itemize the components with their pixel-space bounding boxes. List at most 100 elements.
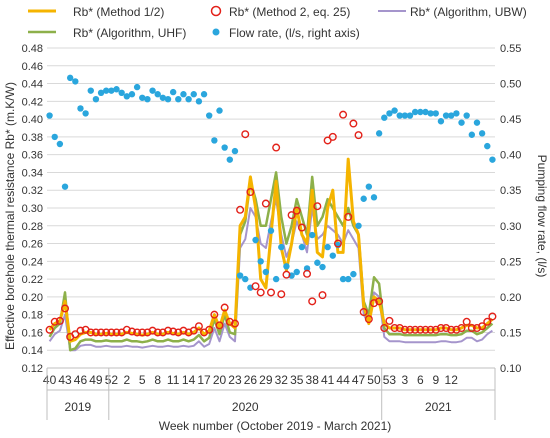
flow-rate-point <box>144 96 151 103</box>
y-left-tick-label: 0.28 <box>22 221 43 233</box>
method2-point <box>174 328 183 337</box>
flow-rate-point <box>262 268 270 276</box>
flow-rate-point <box>355 222 362 229</box>
method2-point <box>127 327 136 336</box>
year-label: 2021 <box>425 400 452 414</box>
flow-rate-point <box>118 89 125 97</box>
x-tick-label: 8 <box>154 373 161 387</box>
flow-rate-point <box>200 91 208 98</box>
x-tick-label: 14 <box>182 373 196 387</box>
method2-point <box>164 326 173 335</box>
flow-rate-point <box>391 107 398 114</box>
flow-rate-point <box>319 263 326 271</box>
method2-point <box>354 131 363 140</box>
method2-point <box>308 297 317 306</box>
method2-point <box>143 328 152 337</box>
y-left-tick-label: 0.12 <box>22 363 43 375</box>
x-tick-label: 38 <box>306 373 320 387</box>
legend-label-method2: Rb* (Method 2, eq. 25) <box>229 5 350 19</box>
x-tick-label: 53 <box>383 373 397 387</box>
x-tick-label: 2 <box>123 373 130 387</box>
x-tick-label: 23 <box>228 373 242 387</box>
y-left-tick-label: 0.44 <box>22 79 43 91</box>
x-tick-label: 47 <box>352 373 366 387</box>
method2-point <box>323 136 332 145</box>
method2-point <box>122 325 131 334</box>
flow-rate-point <box>406 112 414 119</box>
method2-point <box>442 324 451 333</box>
y-right-tick-label: 0.50 <box>500 79 521 91</box>
y-left-tick-label: 0.48 <box>22 43 43 55</box>
flow-rate-point <box>61 183 69 190</box>
flow-rate-point <box>293 268 300 276</box>
y-left-tick-label: 0.20 <box>22 292 43 304</box>
x-tick-label: 20 <box>213 373 227 387</box>
method2-point <box>210 310 219 319</box>
x-tick-label: 6 <box>417 373 424 387</box>
flow-rate-point <box>257 258 264 265</box>
method2-point <box>313 202 322 211</box>
y-left-tick-label: 0.32 <box>22 185 43 197</box>
flow-rate-point <box>381 114 388 121</box>
grid <box>47 47 495 369</box>
year-label: 2020 <box>232 400 259 414</box>
method2-point <box>395 324 404 333</box>
method2-point <box>426 325 435 334</box>
flow-rate-point <box>195 98 203 105</box>
y-right-tick-label: 0.45 <box>500 114 521 126</box>
method2-point <box>462 317 471 326</box>
y-left-tick-label: 0.16 <box>22 327 43 339</box>
x-tick-label: 5 <box>139 373 146 387</box>
flow-rate-point <box>386 110 393 117</box>
flow-rate-point <box>164 96 172 103</box>
method2-point <box>169 327 178 336</box>
method2-point <box>416 325 425 334</box>
method2-point <box>400 325 409 334</box>
y-left-tick-label: 0.24 <box>22 256 43 268</box>
x-tick-label: 46 <box>74 373 88 387</box>
method2-point <box>76 326 85 335</box>
flow-rate-point <box>103 87 110 94</box>
x-tick-label: 32 <box>275 373 289 387</box>
method2-point <box>303 269 312 278</box>
method2-point <box>406 325 415 334</box>
method2-point <box>380 324 389 333</box>
method2-point <box>328 132 337 141</box>
method2-point <box>102 328 111 337</box>
x-tick-label: 50 <box>367 373 381 387</box>
method2-point <box>256 288 265 297</box>
flow-rate-point <box>267 227 275 234</box>
y-right-tick-label: 0.10 <box>500 363 521 375</box>
flow-rate-point <box>329 252 336 259</box>
method2-point <box>107 328 116 337</box>
flow-rate-point <box>411 108 419 116</box>
method2-point <box>133 328 142 337</box>
method2-point <box>359 308 368 317</box>
y-left-tick-label: 0.34 <box>22 167 43 179</box>
method2-point <box>339 110 348 119</box>
flow-rate-point <box>139 94 146 101</box>
method2-point <box>333 239 342 248</box>
flow-rate-point <box>77 105 84 112</box>
flow-rate-point <box>432 110 439 117</box>
method2-point <box>287 211 296 220</box>
flow-rate-point <box>283 263 290 270</box>
method2-point <box>318 291 327 300</box>
flow-rate-point <box>422 108 429 116</box>
flow-rate-point <box>211 137 218 144</box>
flow-rate-point <box>484 142 491 150</box>
legend: Rb* (Method 1/2) Rb* (Method 2, eq. 25) … <box>28 5 527 40</box>
flow-rate-point <box>185 96 192 103</box>
method2-point <box>272 143 281 152</box>
flow-rate-point <box>190 91 197 98</box>
method2-point <box>436 324 445 333</box>
flow-rate-point <box>216 107 223 114</box>
y-right-tick-label: 0.55 <box>500 43 521 55</box>
method2-point <box>421 325 430 334</box>
flow-rate-point <box>489 156 496 163</box>
flow-rate-point <box>87 87 94 94</box>
x-tick-label: 52 <box>105 373 119 387</box>
flow-rate-point <box>453 110 460 117</box>
flow-rate-point <box>159 94 167 101</box>
method2-point <box>292 206 301 215</box>
